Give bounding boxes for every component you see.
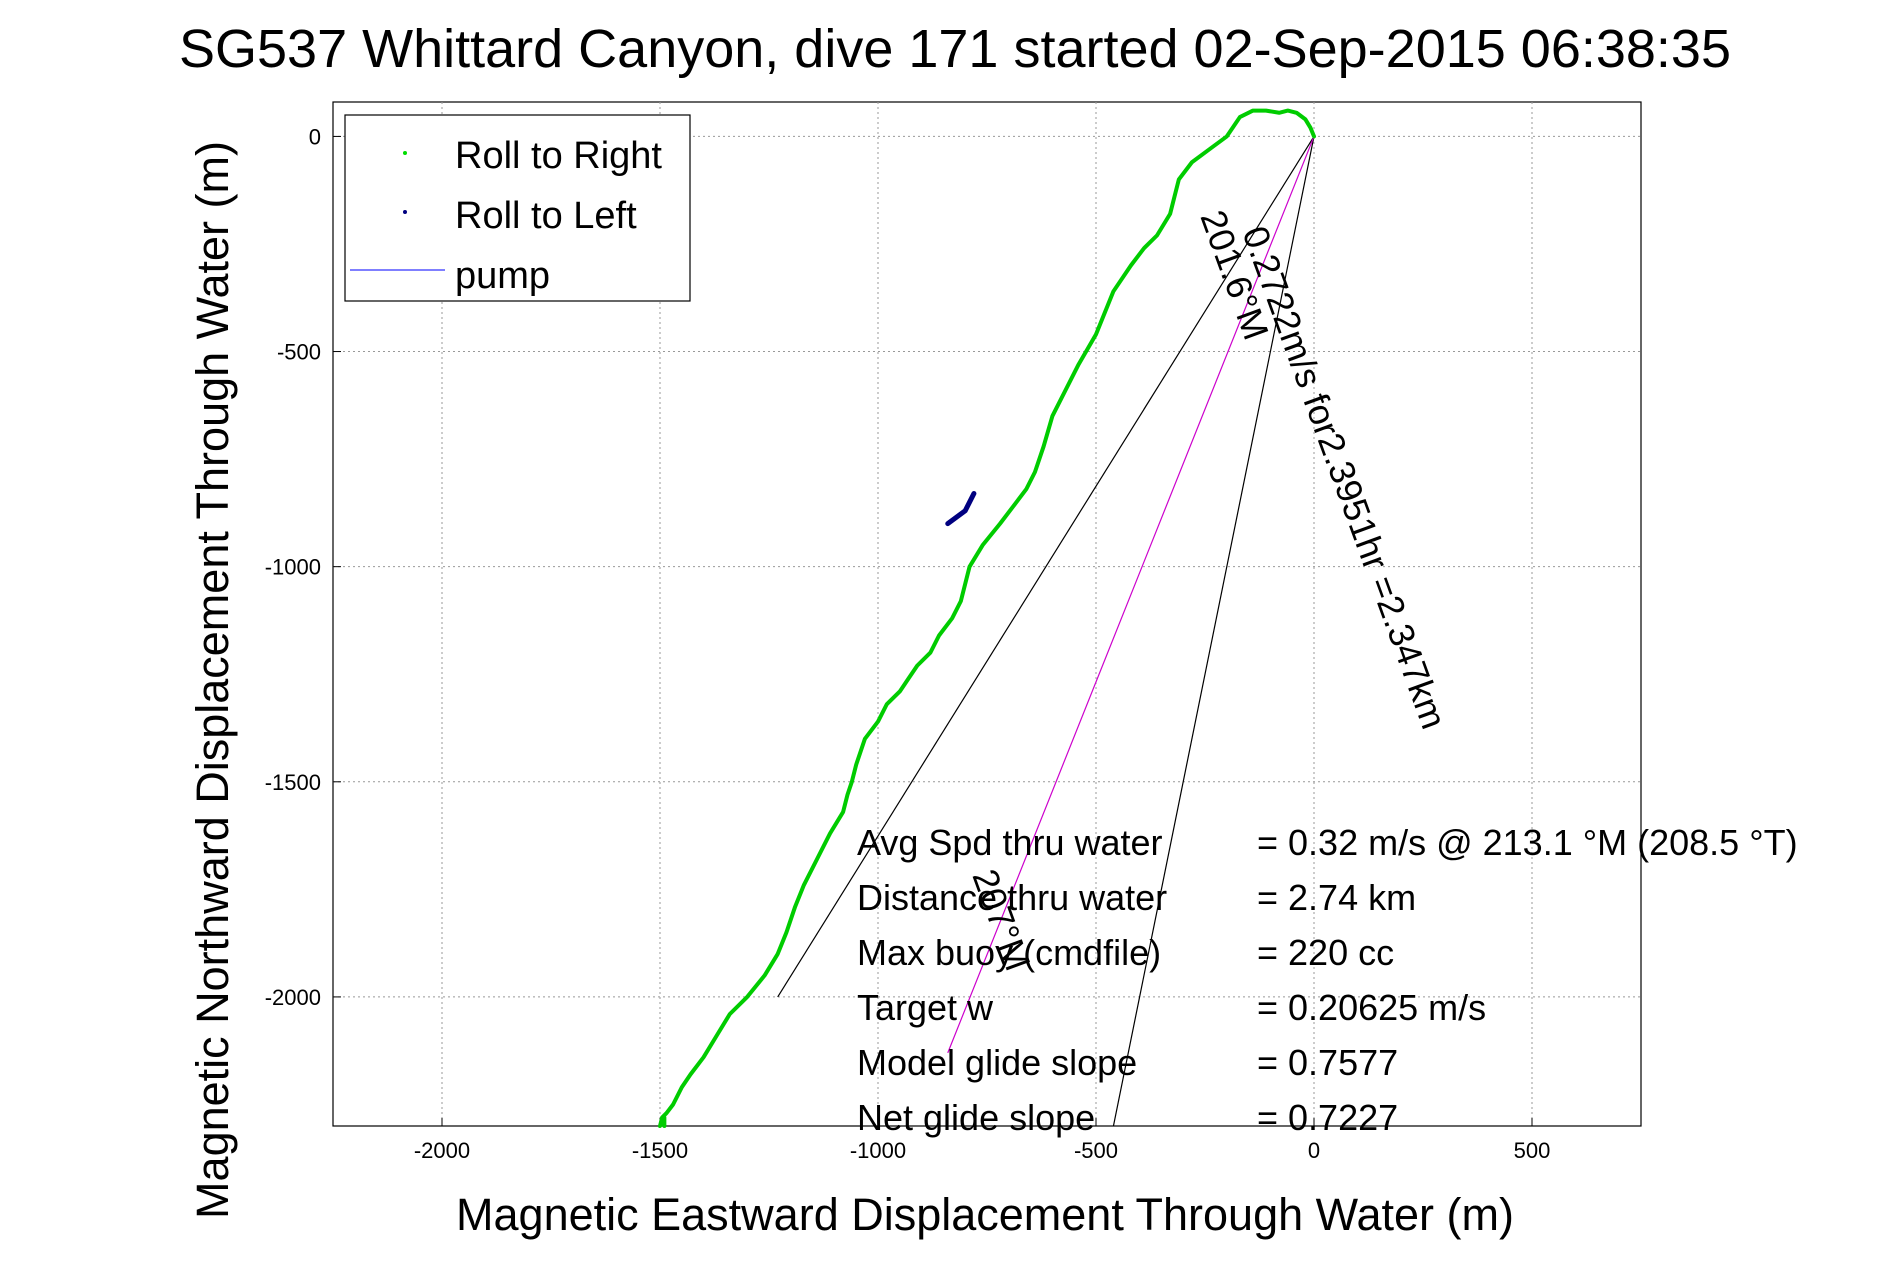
tick-label-y-2: -1000 [265, 555, 321, 580]
current-vector [947, 136, 1315, 1054]
x-axis-label: Magnetic Eastward Displacement Through W… [456, 1189, 1514, 1240]
legend: Roll to Right Roll to Left pump [344, 114, 691, 302]
series-group [658, 108, 1316, 1128]
legend-marker-roll-left [403, 210, 407, 214]
series-roll-to-right [658, 108, 1316, 1128]
stat-label-distance: Distance thru water [857, 877, 1167, 918]
stat-value-max-buoy: = 220 cc [1257, 932, 1394, 973]
tick-label-x-2: -1000 [850, 1138, 906, 1163]
tick-label-x-3: -500 [1074, 1138, 1118, 1163]
tick-label-y-4: -2000 [265, 985, 321, 1010]
stat-value-distance: = 2.74 km [1257, 877, 1416, 918]
stat-label-avg-spd: Avg Spd thru water [857, 822, 1163, 863]
tick-label-y-1: -500 [277, 340, 321, 365]
reference-lines [777, 136, 1315, 1127]
ticks: -2000 -1500 -1000 -500 0 500 0 -500 -1000 -1500 -2… [265, 124, 1551, 1163]
stat-label-net-glide: Net glide slope [857, 1097, 1095, 1138]
legend-label-roll-left: Roll to Left [455, 195, 637, 237]
tick-label-y-0: 0 [309, 124, 321, 149]
tick-label-x-0: -2000 [414, 1138, 470, 1163]
stat-value-avg-spd: = 0.32 m/s @ 213.1 °M (208.5 °T) [1257, 822, 1798, 863]
tick-label-x-1: -1500 [632, 1138, 688, 1163]
bracket-line-2 [1112, 136, 1315, 1127]
tick-label-x-4: 0 [1308, 1138, 1320, 1163]
tick-label-y-3: -1500 [265, 770, 321, 795]
y-axis-label: Magnetic Northward Displacement Through … [187, 141, 238, 1219]
series-roll-to-left [945, 491, 977, 527]
stat-value-net-glide: = 0.7227 [1257, 1097, 1398, 1138]
stat-value-model-glide: = 0.7577 [1257, 1042, 1398, 1083]
stat-label-model-glide: Model glide slope [857, 1042, 1137, 1083]
stat-label-target-w: Target w [857, 987, 994, 1028]
bracket-line-1 [777, 136, 1315, 998]
stats-panel: Avg Spd thru water = 0.32 m/s @ 213.1 °M… [857, 822, 1798, 1138]
tick-label-x-5: 500 [1514, 1138, 1551, 1163]
chart-title: SG537 Whittard Canyon, dive 171 started … [179, 19, 1731, 79]
legend-label-roll-right: Roll to Right [455, 135, 662, 177]
stat-value-target-w: = 0.20625 m/s [1257, 987, 1486, 1028]
stat-label-max-buoy: Max buoy (cmdfile) [857, 932, 1161, 973]
legend-label-pump: pump [455, 255, 550, 297]
legend-marker-roll-right [403, 151, 407, 155]
